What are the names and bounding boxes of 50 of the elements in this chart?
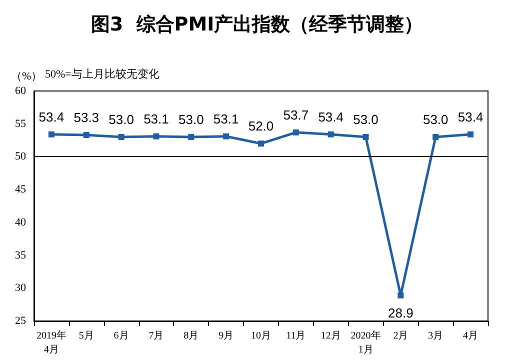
x-tick-label: 6月 xyxy=(114,330,129,342)
x-tick-label: 3月 xyxy=(428,330,444,342)
chart-title: 图3 综合PMI产出指数（经季节调整） xyxy=(90,14,424,36)
text: 50%=与上月比较无变化 xyxy=(45,68,160,80)
data-label: 53.0 xyxy=(422,112,448,127)
y-tick-label: 50 xyxy=(15,150,26,163)
data-label: 53.0 xyxy=(353,112,378,127)
y-tick-label: 25 xyxy=(15,315,26,327)
x-tick-label: 10月 xyxy=(251,330,271,342)
point xyxy=(328,131,334,138)
data-label: 53.7 xyxy=(283,107,309,122)
x-tick-label: 9月 xyxy=(218,330,234,342)
data-label: 53.3 xyxy=(74,110,100,126)
y-tick-label: 40 xyxy=(15,216,26,228)
y-tick-label: 35 xyxy=(15,249,26,262)
y-tick-label: 55 xyxy=(15,118,26,130)
point xyxy=(48,131,54,138)
data-label: 53.0 xyxy=(108,112,134,127)
point xyxy=(362,134,369,140)
data-label: 53.4 xyxy=(318,109,344,124)
data-label: 53.4 xyxy=(458,109,484,124)
data-label: 53.4 xyxy=(38,109,64,124)
point xyxy=(432,134,439,140)
y-tick-label: 45 xyxy=(15,184,26,196)
x-tick-label: 12月 xyxy=(320,330,341,342)
point xyxy=(292,129,299,136)
x-tick-label: 8月 xyxy=(184,330,199,342)
point xyxy=(398,292,404,298)
x-tick-label: 2020年 1月 xyxy=(350,330,381,356)
y-axis-title: （%） xyxy=(11,70,42,82)
data-label: 53.1 xyxy=(213,111,239,126)
x-tick-label: 11月 xyxy=(286,330,306,342)
y-tick-label: 30 xyxy=(15,282,26,294)
x-tick-label: 2月 xyxy=(393,330,408,342)
data-label: 52.0 xyxy=(248,118,274,134)
data-label: 53.1 xyxy=(144,111,169,126)
data-label: 53.0 xyxy=(178,112,204,127)
y-tick-label: 60 xyxy=(15,85,26,97)
x-tick-label: 4月 xyxy=(463,330,478,342)
point xyxy=(258,140,264,147)
x-tick-label: 7月 xyxy=(148,330,164,342)
x-tick-label: 2019年 4月 xyxy=(36,330,66,356)
point xyxy=(153,133,160,140)
point xyxy=(223,133,230,140)
point xyxy=(83,132,90,138)
point xyxy=(188,134,194,140)
x-tick-label: 5月 xyxy=(78,330,94,342)
point xyxy=(468,131,474,138)
point xyxy=(118,134,124,140)
data-label: 28.9 xyxy=(388,305,414,320)
